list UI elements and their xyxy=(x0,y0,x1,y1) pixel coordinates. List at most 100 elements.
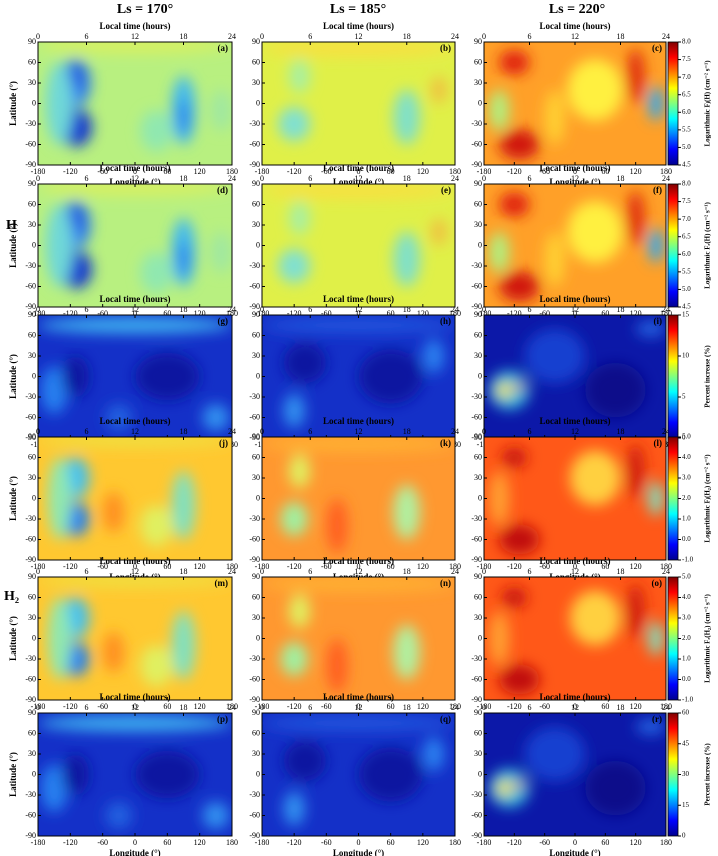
panel-label: (d) xyxy=(217,185,228,195)
x-tick-label: 180 xyxy=(660,309,672,318)
colorbar-title: Logarithmic Fⱼ(H₂) (cm⁻² s⁻¹) xyxy=(704,454,712,543)
y-tick-label: 90 xyxy=(474,179,482,188)
column-header: Ls = 220° xyxy=(549,2,605,17)
y-tick-label: -90 xyxy=(249,160,260,169)
y-tick-label: -90 xyxy=(249,433,260,442)
field-blob xyxy=(135,750,200,799)
field-blob xyxy=(105,801,133,830)
y-tick-label: 0 xyxy=(32,240,36,249)
contour-field xyxy=(262,315,455,438)
y-tick-label: -60 xyxy=(25,534,36,543)
y-tick-label: -90 xyxy=(249,555,260,564)
y-tick-label: -60 xyxy=(471,810,482,819)
field-blob xyxy=(393,484,421,540)
top-tick-label: 12 xyxy=(355,427,363,436)
y-tick-label: 0 xyxy=(478,98,482,107)
x-tick-label: -60 xyxy=(97,167,108,176)
top-tick-label: 0 xyxy=(260,427,264,436)
x-tick-label: -60 xyxy=(97,838,108,847)
contour-field xyxy=(484,577,666,700)
y-tick-label: -60 xyxy=(249,412,260,421)
field-blob xyxy=(40,764,68,813)
top-tick-label: 6 xyxy=(528,174,532,183)
field-blob xyxy=(489,89,510,131)
y-tick-label: 90 xyxy=(28,310,36,319)
top-axis-title: Local time (hours) xyxy=(323,163,394,173)
colorbar-tick-label: 4.5 xyxy=(682,303,691,311)
top-axis-title: Local time (hours) xyxy=(540,163,611,173)
colorbar-title: Logarithmic Fₑ(H₂) (cm⁻² s⁻¹) xyxy=(704,593,712,682)
colorbar-tick-label: 4.5 xyxy=(682,161,691,169)
x-tick-label: -180 xyxy=(255,838,270,847)
x-tick-label: 60 xyxy=(601,838,609,847)
contour-field xyxy=(484,437,666,560)
y-tick-label: 90 xyxy=(28,572,36,581)
panel-label: (p) xyxy=(217,714,228,724)
y-tick-label: 30 xyxy=(252,473,260,482)
y-tick-label: 60 xyxy=(252,728,260,737)
y-tick-label: -90 xyxy=(471,302,482,311)
y-tick-label: -90 xyxy=(25,831,36,840)
top-tick-label: 6 xyxy=(308,567,312,576)
y-axis-title: Latitude (°) xyxy=(8,223,18,268)
y-tick-label: 90 xyxy=(28,708,36,717)
top-tick-label: 0 xyxy=(260,567,264,576)
top-tick-label: 0 xyxy=(36,427,40,436)
top-tick-label: 6 xyxy=(528,305,532,314)
top-tick-label: 12 xyxy=(571,32,579,41)
field-blob xyxy=(283,740,327,782)
x-tick-label: 120 xyxy=(630,702,642,711)
field-blob xyxy=(47,457,72,540)
y-tick-label: 0 xyxy=(478,240,482,249)
top-tick-label: 24 xyxy=(228,567,236,576)
y-tick-label: 30 xyxy=(474,351,482,360)
colorbar-tick-label: -1.0 xyxy=(682,696,694,704)
field-blob xyxy=(326,498,348,554)
y-tick-label: -60 xyxy=(249,139,260,148)
x-tick-label: -180 xyxy=(31,309,46,318)
field-blob xyxy=(515,381,524,392)
x-tick-label: 60 xyxy=(387,167,395,176)
x-tick-label: -120 xyxy=(287,838,302,847)
y-tick-label: 60 xyxy=(474,728,482,737)
field-blob xyxy=(626,190,645,246)
x-tick-label: -60 xyxy=(321,838,332,847)
colorbar-tick-label: 0 xyxy=(682,832,686,840)
x-axis-title: Longitude (°) xyxy=(333,848,384,856)
y-tick-label: 90 xyxy=(252,37,260,46)
field-blob xyxy=(283,791,305,826)
x-tick-label: 180 xyxy=(226,562,238,571)
top-tick-label: 0 xyxy=(482,703,486,712)
colorbar xyxy=(667,436,679,561)
y-tick-label: 0 xyxy=(32,633,36,642)
x-axis-title: Longitude (°) xyxy=(109,848,160,856)
y-tick-label: 0 xyxy=(256,493,260,502)
colorbar-tick-label: 5.0 xyxy=(682,573,691,581)
y-tick-label: 30 xyxy=(252,749,260,758)
field-blob xyxy=(280,501,308,537)
y-tick-label: -30 xyxy=(249,261,260,270)
x-tick-label: 0 xyxy=(133,702,137,711)
y-tick-label: 30 xyxy=(28,749,36,758)
colorbar-tick-label: 30 xyxy=(682,770,690,778)
field-blob xyxy=(567,59,624,121)
field-blob xyxy=(358,349,423,404)
top-tick-label: 6 xyxy=(85,427,89,436)
top-tick-label: 18 xyxy=(403,305,411,314)
field-blob xyxy=(135,352,200,401)
panel-label: (l) xyxy=(654,438,663,448)
top-axis-title: Local time (hours) xyxy=(323,556,394,566)
top-tick-label: 0 xyxy=(260,174,264,183)
x-axis-title: Longitude (°) xyxy=(549,177,600,187)
field-blob xyxy=(140,645,173,687)
top-axis-title: Local time (hours) xyxy=(323,692,394,702)
colorbar-title: Percent increase (%) xyxy=(704,345,712,408)
top-tick-label: 24 xyxy=(451,427,459,436)
x-tick-label: 0 xyxy=(573,838,577,847)
field-blob xyxy=(280,641,308,677)
field-blob xyxy=(140,252,173,294)
field-blob xyxy=(499,192,530,217)
panel-label: (n) xyxy=(440,578,451,588)
y-tick-label: 0 xyxy=(478,633,482,642)
top-tick-label: 24 xyxy=(451,567,459,576)
